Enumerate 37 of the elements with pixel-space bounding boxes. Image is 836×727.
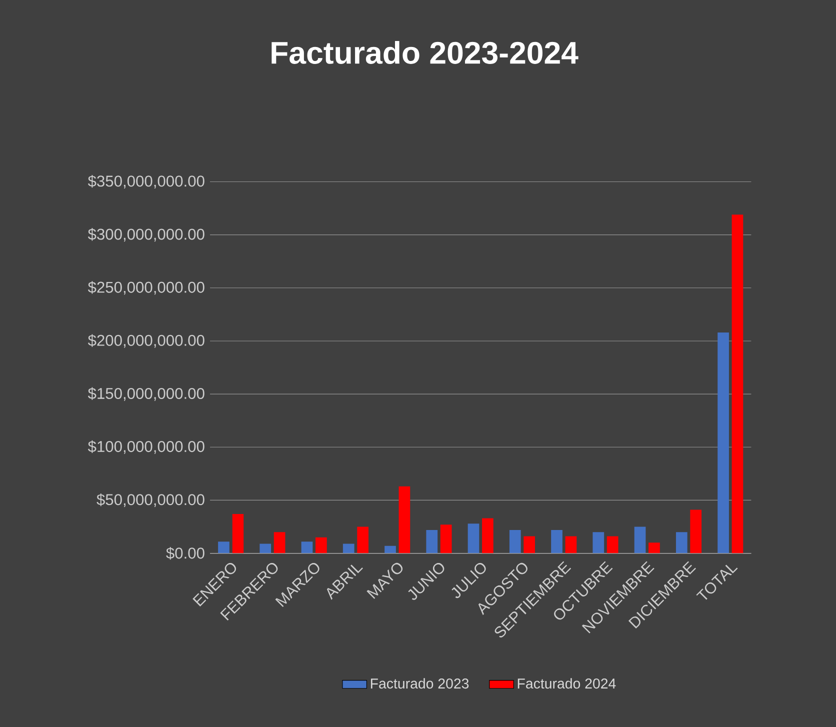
bar — [509, 530, 521, 554]
y-tick-label: $0.00 — [166, 546, 204, 560]
y-tick-label: $100,000,000.00 — [88, 440, 204, 454]
bar — [565, 536, 577, 554]
bar — [398, 486, 410, 554]
bar — [232, 514, 244, 554]
bar — [260, 544, 272, 554]
y-tick-label: $50,000,000.00 — [96, 493, 204, 508]
bar — [592, 532, 604, 554]
bar — [342, 544, 354, 554]
y-tick-label: $300,000,000.00 — [88, 228, 204, 242]
bar — [468, 524, 480, 554]
bar — [690, 510, 702, 554]
bar — [274, 532, 286, 554]
bar — [316, 537, 327, 554]
bar — [648, 542, 660, 554]
bar — [301, 542, 313, 554]
y-tick-label: $200,000,000.00 — [88, 334, 204, 348]
bar — [606, 536, 618, 554]
bar — [482, 518, 494, 554]
y-tick-label: $350,000,000.00 — [88, 174, 204, 189]
bar — [551, 530, 562, 554]
bar — [524, 536, 536, 554]
legend-label: Facturado 2024 — [518, 678, 616, 689]
bar — [676, 532, 688, 554]
bar — [384, 546, 396, 554]
y-tick-label: $150,000,000.00 — [88, 387, 204, 401]
bar — [634, 526, 646, 554]
legend-label: Facturado 2023 — [370, 678, 469, 689]
bar — [732, 214, 744, 554]
chart-title: Facturado 2023-2024 — [272, 41, 578, 64]
bar — [718, 332, 729, 554]
bar — [218, 542, 230, 554]
bar — [440, 524, 452, 554]
bar — [426, 530, 438, 554]
bar — [357, 526, 368, 554]
y-tick-label: $250,000,000.00 — [88, 281, 204, 295]
